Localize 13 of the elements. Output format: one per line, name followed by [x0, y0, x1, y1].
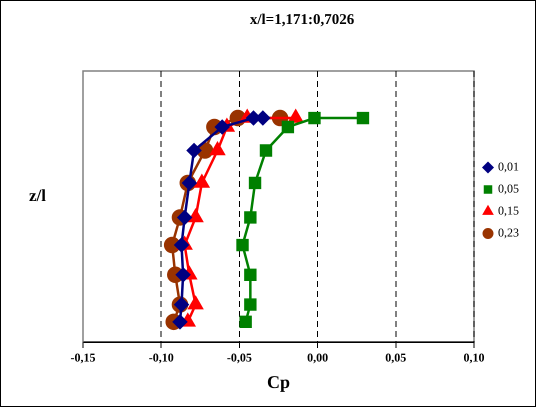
x-axis-title: Cp — [266, 372, 290, 392]
x-tick-label: -0,10 — [148, 350, 174, 364]
y-axis-title: z/l — [29, 186, 46, 206]
x-tick-label: -0,15 — [70, 350, 96, 364]
chart-title: x/l=1,171:0,7026 — [250, 12, 355, 28]
legend-label: 0,05 — [498, 182, 519, 196]
legend-label: 0,23 — [498, 226, 519, 240]
x-tick-label: 0,00 — [307, 350, 328, 364]
x-tick-label: -0,05 — [226, 350, 252, 364]
x-tick-label: 0,10 — [464, 350, 484, 364]
legend-label: 0,01 — [498, 160, 519, 174]
x-tick-label: 0,05 — [385, 350, 406, 364]
legend-label: 0,15 — [498, 204, 519, 218]
